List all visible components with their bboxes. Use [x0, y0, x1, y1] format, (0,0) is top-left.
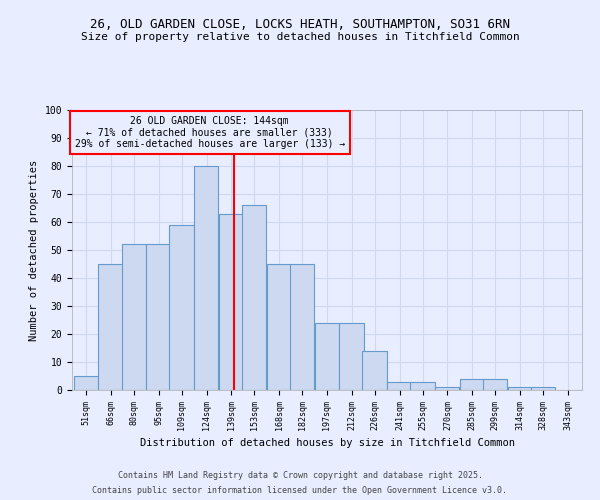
- Bar: [340, 323, 364, 390]
- Bar: [410, 382, 434, 390]
- Bar: [387, 382, 412, 390]
- Bar: [122, 244, 146, 390]
- Bar: [169, 225, 194, 390]
- Bar: [146, 244, 170, 390]
- Bar: [267, 264, 291, 390]
- Y-axis label: Number of detached properties: Number of detached properties: [29, 160, 39, 340]
- Bar: [531, 387, 555, 390]
- Text: 26, OLD GARDEN CLOSE, LOCKS HEATH, SOUTHAMPTON, SO31 6RN: 26, OLD GARDEN CLOSE, LOCKS HEATH, SOUTH…: [90, 18, 510, 30]
- Bar: [508, 387, 532, 390]
- Bar: [362, 351, 387, 390]
- Bar: [98, 264, 122, 390]
- Bar: [219, 214, 243, 390]
- Text: Contains public sector information licensed under the Open Government Licence v3: Contains public sector information licen…: [92, 486, 508, 495]
- Bar: [314, 323, 339, 390]
- Bar: [242, 205, 266, 390]
- Bar: [483, 379, 507, 390]
- Bar: [435, 387, 460, 390]
- Bar: [74, 376, 98, 390]
- Bar: [460, 379, 484, 390]
- Text: Contains HM Land Registry data © Crown copyright and database right 2025.: Contains HM Land Registry data © Crown c…: [118, 471, 482, 480]
- Text: Size of property relative to detached houses in Titchfield Common: Size of property relative to detached ho…: [80, 32, 520, 42]
- X-axis label: Distribution of detached houses by size in Titchfield Common: Distribution of detached houses by size …: [139, 438, 515, 448]
- Text: 26 OLD GARDEN CLOSE: 144sqm
← 71% of detached houses are smaller (333)
29% of se: 26 OLD GARDEN CLOSE: 144sqm ← 71% of det…: [74, 116, 345, 149]
- Bar: [290, 264, 314, 390]
- Bar: [194, 166, 218, 390]
